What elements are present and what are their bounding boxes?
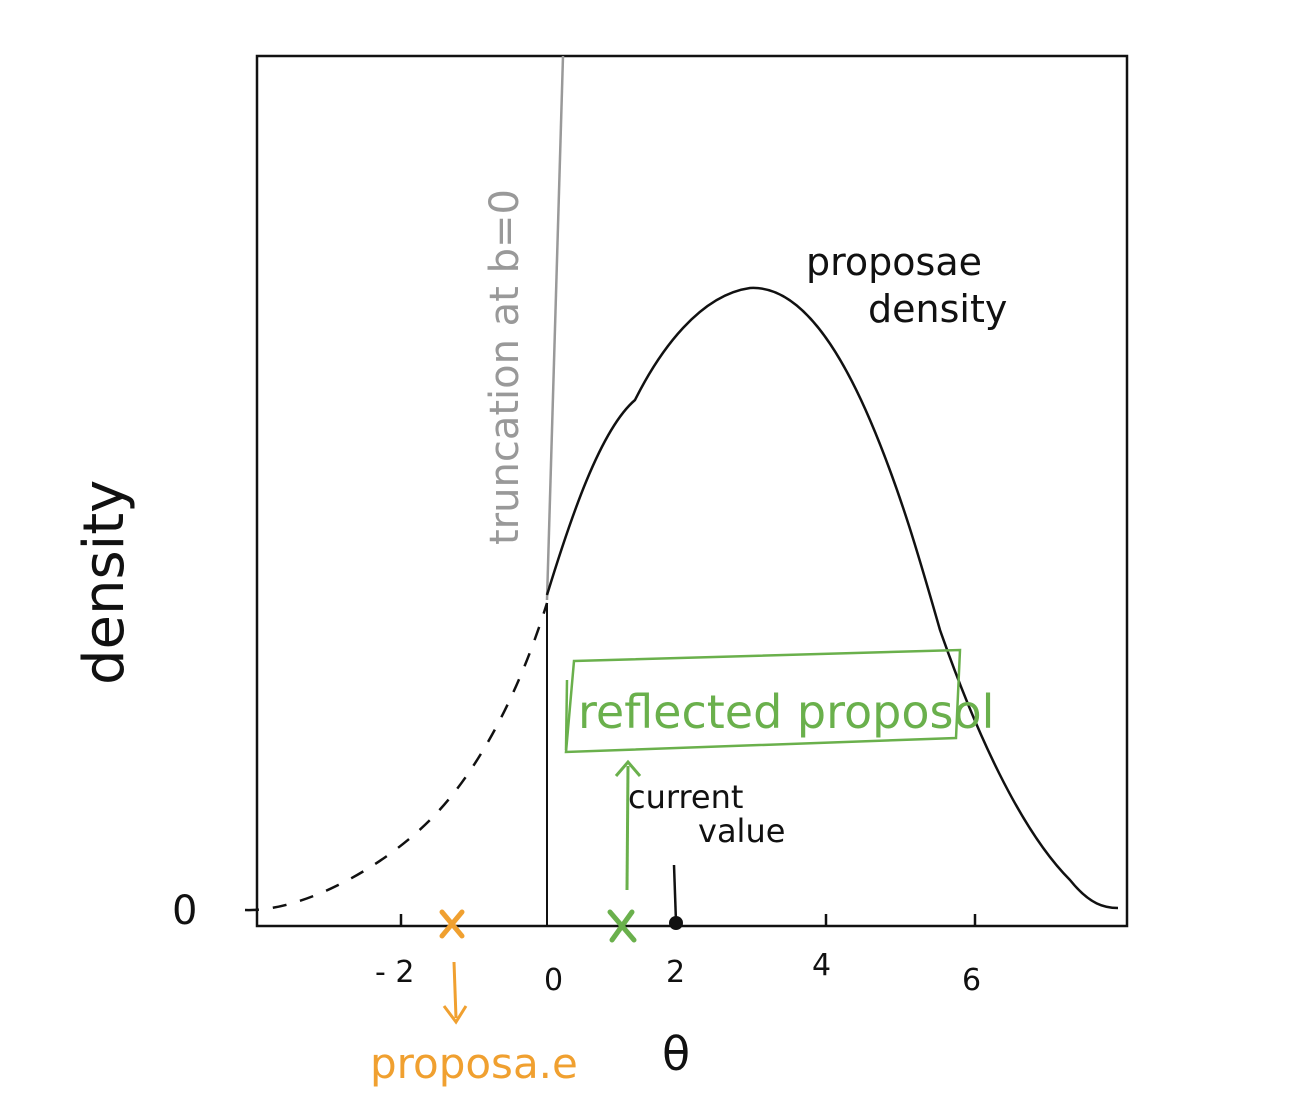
proposal-arrow: [454, 962, 456, 1018]
truncated-density-curve: [245, 603, 547, 910]
current-value-label-line1: current: [628, 778, 743, 816]
proposal-density-label-line2: density: [868, 287, 1007, 331]
x-axis-label: θ: [662, 1027, 690, 1081]
y-tick-zero: 0: [172, 888, 197, 934]
current-value-dot: [669, 916, 683, 930]
truncation-line: [547, 56, 563, 600]
current-value-label-line2: value: [698, 812, 785, 850]
proposal-density-label-line1: proposae: [806, 240, 982, 284]
reflected-proposal-label: reflected proposol: [578, 685, 994, 739]
x-tick-label: 6: [962, 963, 981, 998]
proposal-cross-marker: [442, 912, 462, 936]
reflection-arrow: [627, 766, 628, 890]
x-tick-label: 2: [666, 955, 685, 990]
x-tick-label: - 2: [375, 955, 414, 990]
reflected-box-inner-stroke: [566, 680, 567, 750]
x-tick-label: 4: [812, 948, 831, 983]
current-value-line: [674, 865, 676, 922]
y-axis-label: density: [72, 480, 137, 685]
proposal-label: proposa.e: [370, 1039, 578, 1088]
truncation-label: truncation at b=0: [482, 189, 528, 545]
x-tick-label: 0: [544, 963, 563, 998]
